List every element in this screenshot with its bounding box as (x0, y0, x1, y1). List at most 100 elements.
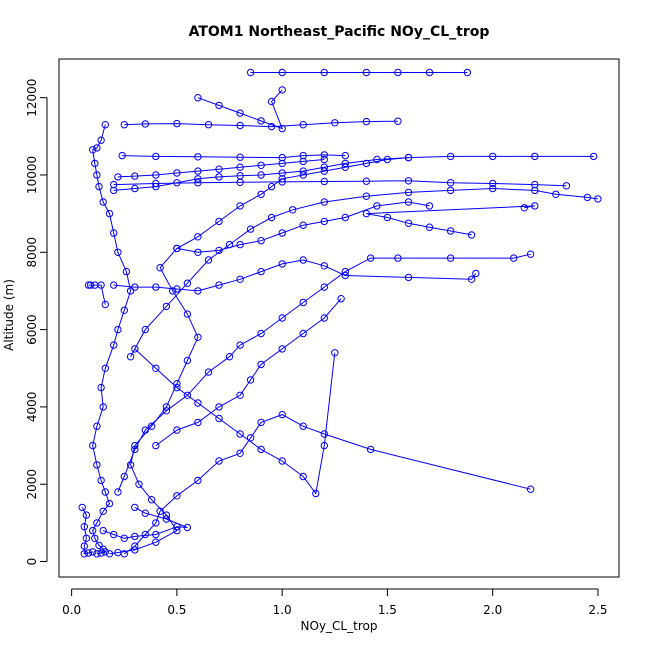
data-point (489, 184, 497, 193)
data-point (299, 121, 307, 129)
data-point (93, 144, 101, 152)
data-point (366, 445, 375, 454)
data-point (236, 391, 244, 399)
data-point (320, 217, 328, 226)
data-point (341, 163, 349, 171)
data-point (173, 119, 181, 128)
data-point (152, 152, 160, 161)
data-point (215, 165, 223, 173)
data-point (526, 250, 535, 258)
data-point (267, 213, 276, 222)
series-2 (120, 410, 535, 558)
data-point (341, 267, 349, 276)
data-point (131, 184, 139, 193)
data-point (425, 223, 434, 231)
data-point (215, 173, 223, 181)
data-point (173, 492, 181, 500)
data-point (257, 418, 265, 427)
data-point (278, 314, 286, 322)
data-point (194, 287, 202, 295)
data-point (257, 117, 265, 125)
series-8 (114, 155, 328, 181)
data-point (278, 159, 286, 168)
data-point (299, 157, 307, 166)
data-point (120, 550, 129, 558)
chart-title: ATOM1 Northeast_Pacific NOy_CL_trop (189, 24, 490, 40)
data-point (126, 287, 135, 295)
y-tick-label: 6000 (25, 314, 39, 345)
data-point (194, 179, 202, 187)
data-point (110, 180, 118, 189)
data-point (169, 287, 177, 295)
data-point (114, 325, 122, 334)
series-15 (152, 295, 345, 450)
data-point (101, 488, 110, 496)
y-tick-label: 12000 (25, 79, 39, 117)
data-point (152, 179, 160, 188)
data-point (394, 117, 402, 125)
data-point (194, 333, 202, 341)
plot-frame (58, 58, 620, 578)
data-point (194, 175, 202, 183)
series-0 (89, 121, 135, 558)
data-point (173, 169, 181, 177)
data-point (152, 283, 160, 291)
data-point (99, 526, 107, 535)
data-point (299, 422, 307, 430)
data-point (126, 461, 135, 469)
y-tick-label: 0 (25, 558, 39, 566)
series-4 (126, 184, 602, 361)
data-point (446, 152, 455, 161)
y-tick-label: 4000 (25, 392, 39, 423)
data-point (131, 445, 139, 454)
data-point (337, 295, 345, 303)
data-point (299, 256, 307, 264)
data-point (489, 152, 497, 161)
data-point (78, 503, 86, 512)
data-point (82, 511, 91, 519)
data-point (225, 353, 234, 361)
data-point (152, 530, 160, 539)
data-point (183, 523, 192, 532)
data-point (562, 182, 571, 190)
data-point (84, 549, 93, 557)
y-tick-label: 10000 (25, 156, 39, 194)
data-point (194, 418, 202, 427)
data-point (101, 121, 110, 129)
data-point (99, 545, 107, 553)
data-point (510, 254, 518, 262)
data-point (204, 121, 213, 129)
data-point (194, 248, 202, 257)
data-point (331, 119, 339, 127)
data-point (204, 256, 213, 264)
series-14 (99, 503, 192, 542)
data-point (114, 173, 122, 181)
data-point (215, 457, 223, 465)
data-point (152, 441, 160, 450)
data-point (141, 426, 150, 434)
series-12 (78, 503, 97, 558)
series-6 (131, 345, 339, 498)
data-point (404, 198, 413, 206)
data-point (215, 281, 223, 289)
data-point (110, 229, 118, 237)
series-line (122, 154, 346, 159)
data-point (101, 364, 110, 372)
series-5 (110, 256, 480, 295)
x-tick-label: 0.5 (167, 603, 186, 617)
data-point (236, 178, 244, 187)
data-point (95, 182, 103, 191)
data-point (257, 267, 265, 276)
series-13 (84, 281, 110, 309)
data-point (152, 364, 160, 372)
data-point (215, 217, 223, 226)
data-point (183, 279, 192, 287)
data-point (141, 509, 150, 517)
data-point (531, 202, 539, 210)
data-point (278, 178, 286, 186)
data-point (173, 244, 181, 253)
data-point (110, 341, 118, 349)
data-point (91, 534, 99, 542)
data-point (236, 240, 244, 249)
series-17 (110, 177, 571, 190)
